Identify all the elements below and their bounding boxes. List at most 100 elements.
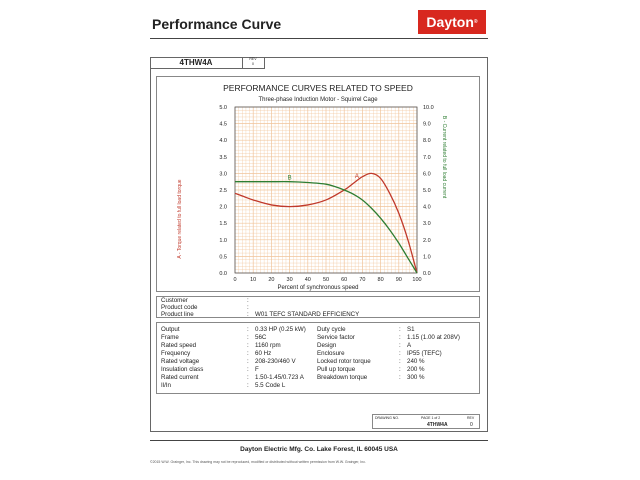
y-right-tick-label: 1.0 [423, 254, 431, 260]
spec-value: S1 [407, 326, 415, 333]
revision-label: REV [249, 57, 257, 61]
spec-row: Locked rotor torque:240 % [317, 358, 425, 366]
spec-label: Rated speed [161, 342, 197, 349]
copyright: ©2015 W.W. Grainger, Inc. This drawing m… [150, 460, 366, 464]
performance-chart: PERFORMANCE CURVES RELATED TO SPEED Thre… [177, 83, 447, 291]
info-label: Customer [161, 297, 188, 304]
page-title: Performance Curve [152, 16, 282, 32]
y-right-tick-label: 10.0 [423, 105, 434, 111]
revision-box: REV 0 [242, 57, 265, 69]
spec-label: Breakdown torque [317, 374, 368, 381]
spec-value: 60 Hz [255, 350, 272, 357]
spec-value: 300 % [407, 374, 425, 381]
spec-label: Frame [161, 334, 179, 341]
spec-colon: : [399, 350, 401, 357]
spec-value: 208-230/460 V [255, 358, 296, 365]
ticks: 0 10 20 30 40 50 60 70 80 90 1000.00.51.01.52.02.5… [219, 105, 433, 283]
y-right-tick-label: 8.0 [423, 138, 431, 144]
spec-label: Rated current [161, 374, 199, 381]
spec-colon: : [247, 374, 249, 381]
spec-colon: : [247, 350, 249, 357]
info-row-customer: Customer [161, 297, 188, 305]
y-axis-left-label: A - Torque related to full load torque [177, 179, 183, 258]
spec-value: F [255, 366, 259, 373]
x-tick-label: 90 [396, 277, 402, 283]
spec-row: Breakdown torque:300 % [317, 374, 425, 382]
spec-row: Il/In:5.5 Code L [161, 382, 285, 390]
spec-label: Service factor [317, 334, 355, 341]
spec-colon: : [399, 334, 401, 341]
spec-row: Frequency:60 Hz [161, 350, 271, 358]
spec-label: Insulation class [161, 366, 204, 373]
spec-value: 240 % [407, 358, 425, 365]
spec-value: IP55 (TEFC) [407, 350, 442, 357]
footer-divider [150, 440, 488, 441]
spec-value: 1160 rpm [255, 342, 281, 349]
x-tick-label: 30 [287, 277, 293, 283]
product-line-value: W01 TEFC STANDARD EFFICIENCY [255, 311, 360, 318]
y-left-tick-label: 3.0 [219, 171, 227, 177]
spec-colon: : [247, 334, 249, 341]
registered-mark: ® [473, 19, 478, 25]
spec-colon: : [399, 326, 401, 333]
x-tick-label: 0 [233, 277, 236, 283]
spec-value: 5.5 Code L [255, 382, 286, 389]
specifications: Output:0.33 HP (0.25 kW) Frame:56C Rated s… [156, 322, 480, 394]
y-left-tick-label: 2.5 [219, 188, 227, 194]
page-count: PAGE 1 of 2 [421, 416, 441, 420]
spec-label: Il/In [161, 382, 171, 389]
brand-logo: Dayton® [418, 10, 486, 34]
datasheet-frame [150, 57, 488, 432]
spec-row: Design: A [317, 342, 411, 350]
spec-value: 56C [255, 334, 267, 341]
info-colon: : [247, 297, 249, 304]
info-label: Product line [161, 311, 194, 318]
spec-right-column: Duty cycle: S1 Service factor:1.15 (1.00 a… [317, 326, 477, 392]
spec-value: 1.50-1.45/0.723 A [255, 374, 304, 381]
x-tick-label: 70 [359, 277, 365, 283]
x-axis-label: Percent of synchronous speed [277, 285, 358, 291]
spec-row: Output:0.33 HP (0.25 kW) [161, 326, 306, 334]
spec-row: Service factor:1.15 (1.00 at 208V) [317, 334, 460, 342]
spec-value: 1.15 (1.00 at 208V) [407, 334, 460, 341]
y-right-tick-label: 5.0 [423, 188, 431, 194]
spec-colon: : [399, 358, 401, 365]
spec-row: Insulation class: F [161, 366, 259, 374]
chart-title: PERFORMANCE CURVES RELATED TO SPEED [223, 83, 413, 93]
spec-colon: : [399, 342, 401, 349]
drawing-number: 4THW4A [427, 422, 448, 428]
chart-panel: PERFORMANCE CURVES RELATED TO SPEED Thre… [156, 76, 480, 292]
spec-label: Output [161, 326, 180, 333]
y-left-tick-label: 0.5 [219, 254, 227, 260]
spec-label: Rated voltage [161, 358, 200, 365]
x-tick-label: 10 [250, 277, 256, 283]
y-left-tick-label: 3.5 [219, 155, 227, 161]
y-left-tick-label: 2.0 [219, 205, 227, 211]
x-tick-label: 50 [323, 277, 329, 283]
x-tick-label: 20 [268, 277, 274, 283]
revision-value: 0 [252, 62, 254, 66]
spec-value: 200 % [407, 366, 425, 373]
spec-row: Frame:56C [161, 334, 266, 342]
spec-row: Enclosure: IP55 (TEFC) [317, 350, 442, 358]
y-left-tick-label: 1.5 [219, 221, 227, 227]
x-tick-label: 40 [305, 277, 311, 283]
drawing-info: DRAWING NO. PAGE 1 of 2 REV 4THW4A 0 [372, 414, 480, 429]
series-label-a: A [355, 174, 359, 180]
spec-row: Rated current:1.50-1.45/0.723 A [161, 374, 304, 382]
spec-label: Locked rotor torque [317, 358, 371, 365]
drawing-rev: 0 [470, 422, 473, 428]
y-right-tick-label: 9.0 [423, 122, 431, 128]
y-left-tick-label: 0.0 [219, 271, 227, 277]
brand-name: Dayton [426, 14, 474, 30]
y-left-tick-label: 4.0 [219, 138, 227, 144]
x-tick-label: 80 [378, 277, 384, 283]
spec-colon: : [399, 374, 401, 381]
info-colon: : [247, 304, 249, 311]
spec-row: Rated speed:1160 rpm [161, 342, 281, 350]
spec-left-column: Output:0.33 HP (0.25 kW) Frame:56C Rated s… [161, 326, 321, 392]
drawing-no-label: DRAWING NO. [375, 416, 399, 420]
x-tick-label: 60 [341, 277, 347, 283]
footer-company: Dayton Electric Mfg. Co. Lake Forest, IL… [240, 446, 398, 453]
